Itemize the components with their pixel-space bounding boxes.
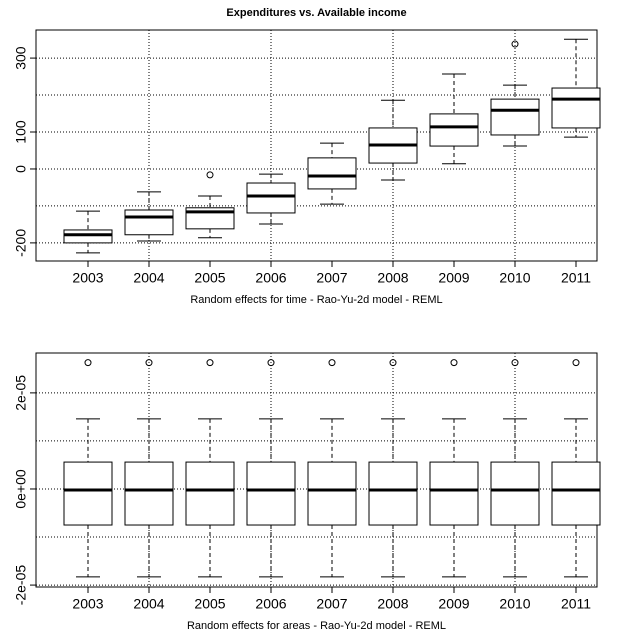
y-tick-label: 0 [13, 165, 29, 173]
x-tick-label: 2009 [438, 596, 469, 612]
x-tick-label: 2006 [255, 596, 286, 612]
outlier [511, 40, 519, 48]
box [307, 157, 357, 190]
x-tick-label: 2007 [316, 596, 347, 612]
outlier [206, 171, 214, 179]
outlier [511, 359, 519, 367]
y-tick-label: 300 [13, 46, 29, 70]
chart-title: Expenditures vs. Available income [226, 7, 406, 19]
x-tick-label: 2003 [72, 596, 103, 612]
box [429, 461, 479, 526]
x-tick-label: 2007 [316, 270, 347, 286]
x-tick-label: 2003 [72, 270, 103, 286]
outlier [267, 359, 275, 367]
y-tick-label: 0e+00 [13, 469, 29, 509]
outlier [572, 359, 580, 367]
box [490, 98, 540, 136]
box [551, 461, 601, 526]
box [429, 113, 479, 147]
box [124, 461, 174, 526]
x-tick-label: 2010 [499, 596, 530, 612]
x-axis-label: Random effects for areas - Rao-Yu-2d mod… [187, 620, 446, 632]
x-tick-label: 2005 [194, 596, 225, 612]
outlier [206, 359, 214, 367]
x-tick-label: 2011 [561, 596, 591, 612]
outlier [389, 359, 397, 367]
box [246, 182, 296, 214]
box [551, 87, 601, 129]
outlier [328, 359, 336, 367]
outlier [84, 359, 92, 367]
x-tick-label: 2004 [133, 270, 164, 286]
x-tick-label: 2010 [499, 270, 530, 286]
box [63, 461, 113, 526]
box [63, 229, 113, 244]
x-tick-label: 2004 [133, 596, 164, 612]
box [185, 461, 235, 526]
y-tick-label: 2e-05 [13, 375, 29, 411]
box [246, 461, 296, 526]
box [307, 461, 357, 526]
box [490, 461, 540, 526]
x-tick-label: 2008 [377, 596, 408, 612]
box [368, 461, 418, 526]
y-tick-label: 100 [13, 120, 29, 144]
x-tick-label: 2011 [561, 270, 591, 286]
y-tick-label: -2e-05 [13, 565, 29, 606]
x-tick-label: 2006 [255, 270, 286, 286]
x-tick-label: 2008 [377, 270, 408, 286]
x-axis-label: Random effects for time - Rao-Yu-2d mode… [190, 294, 442, 306]
outlier [450, 359, 458, 367]
x-tick-label: 2005 [194, 270, 225, 286]
outlier [145, 359, 153, 367]
plot-frame [35, 29, 598, 262]
y-tick-label: -200 [13, 229, 29, 257]
x-tick-label: 2009 [438, 270, 469, 286]
box [124, 209, 174, 236]
